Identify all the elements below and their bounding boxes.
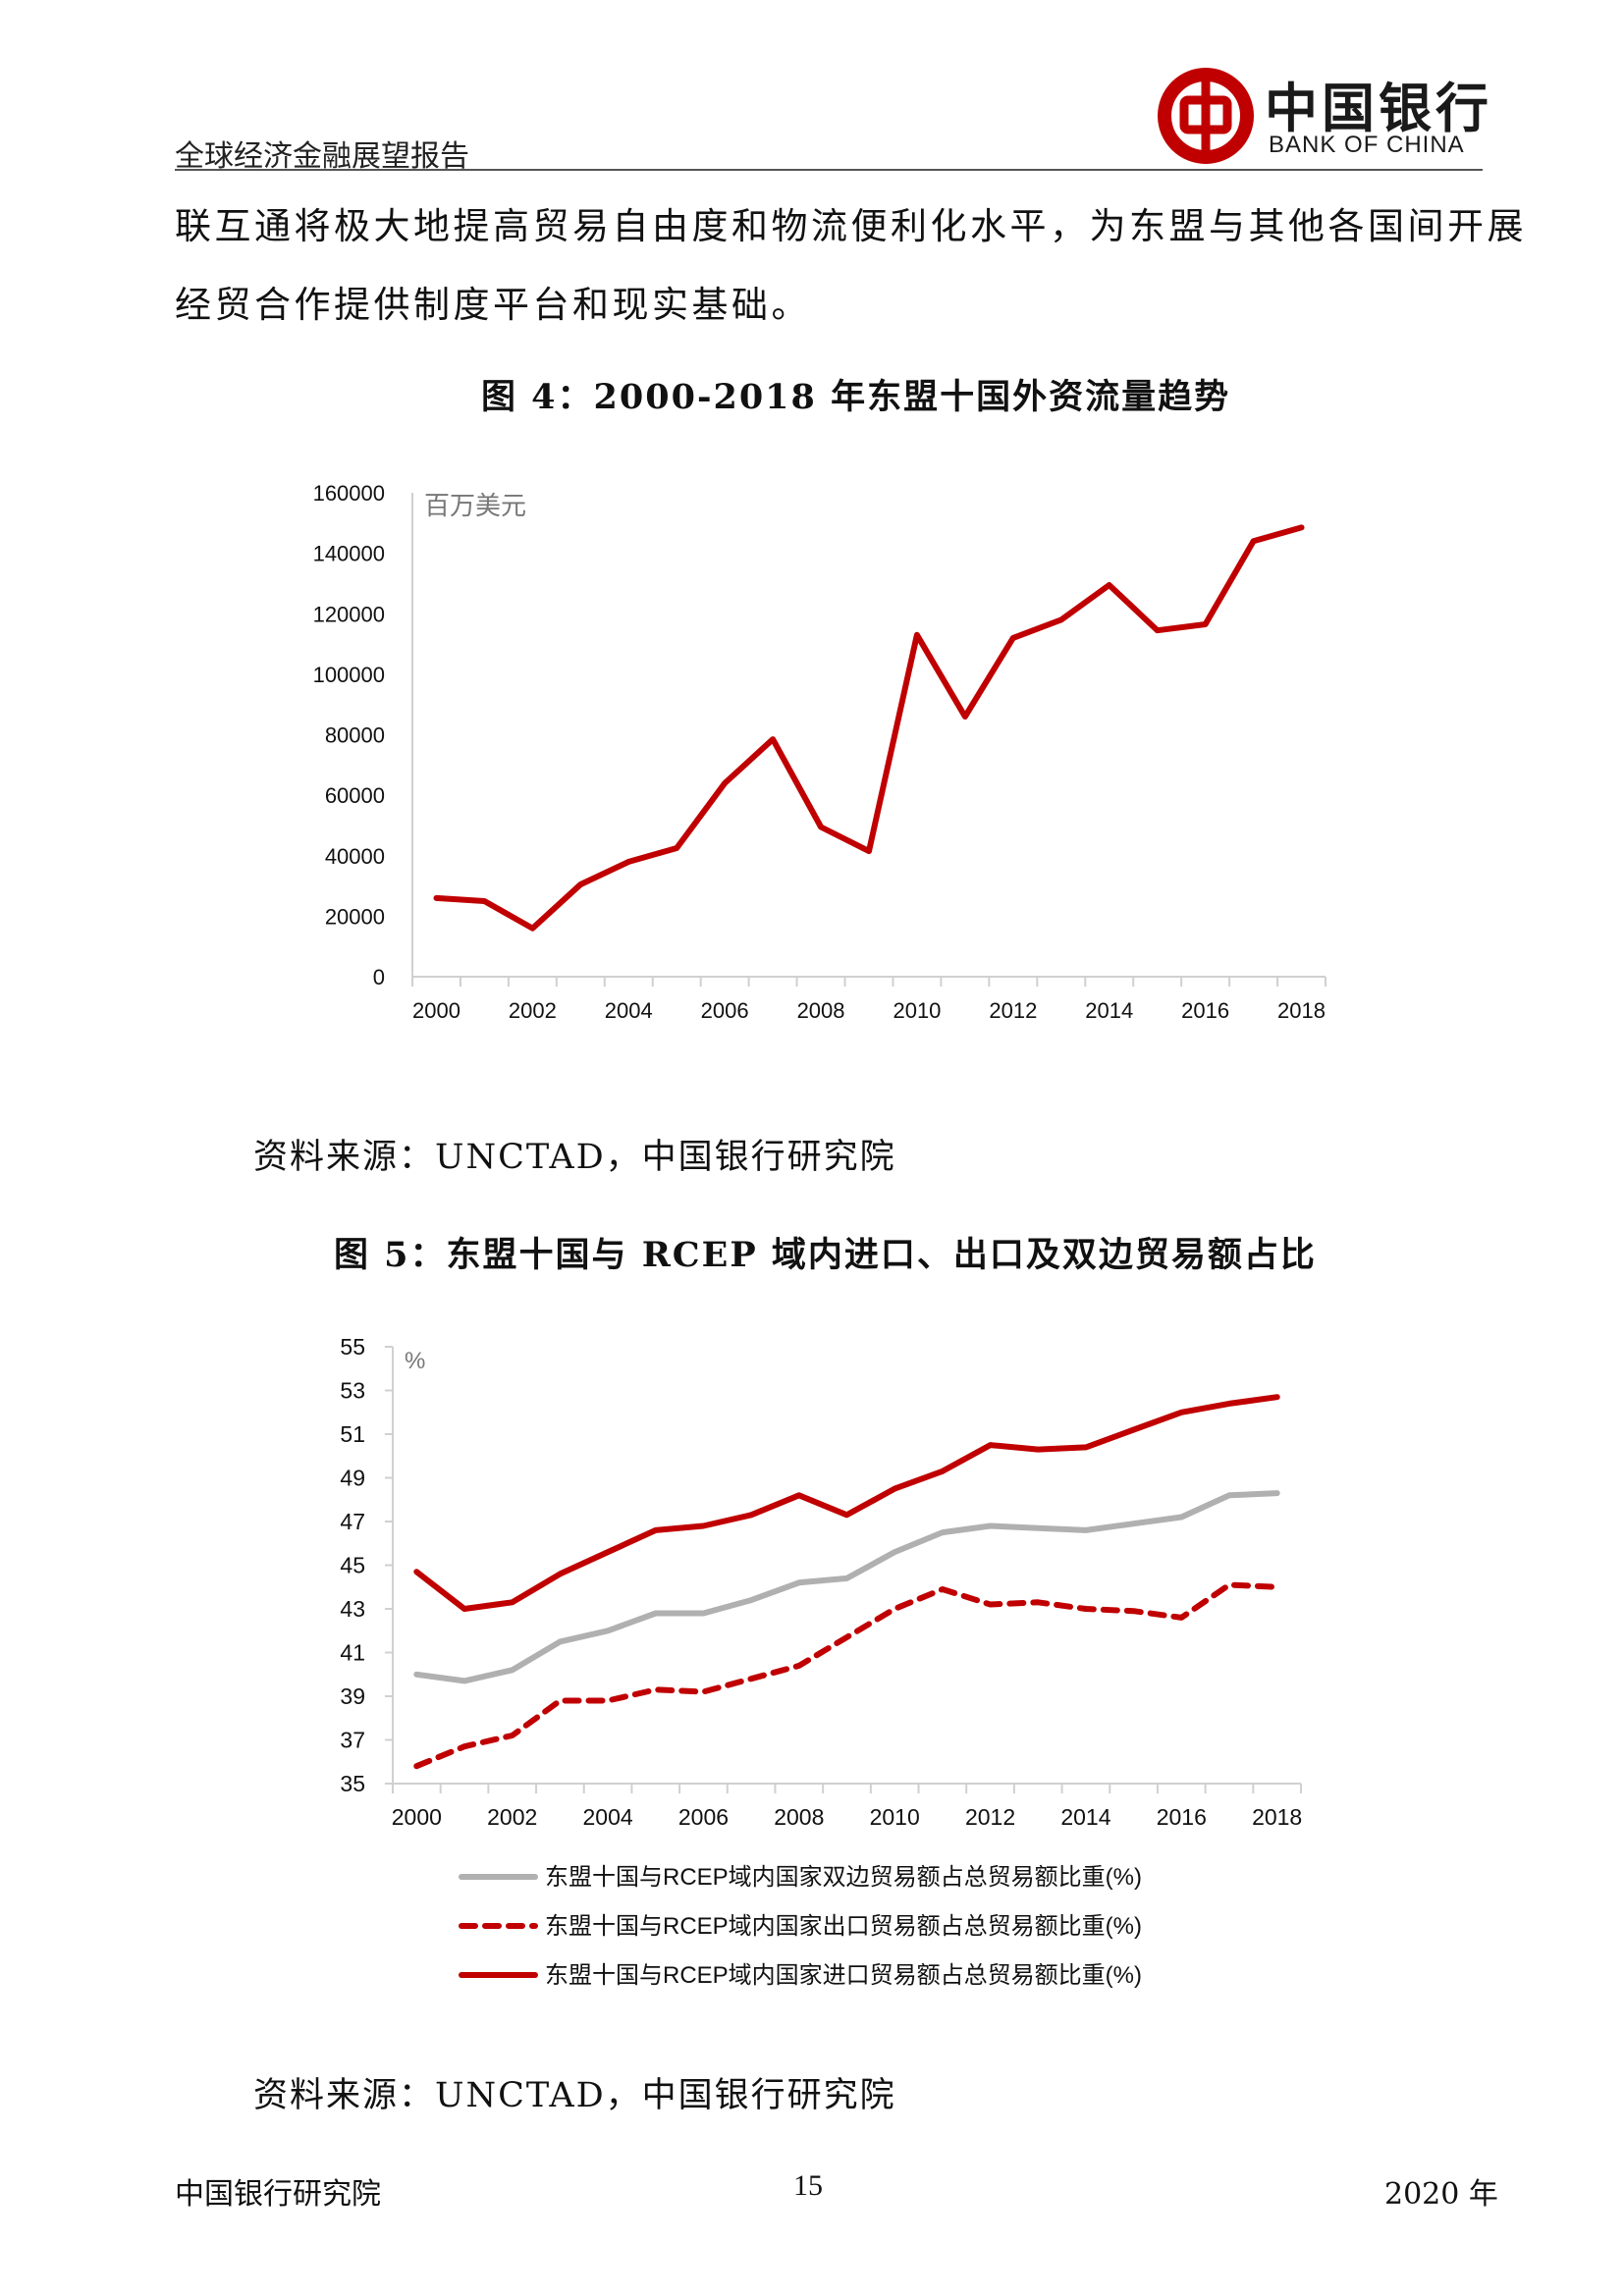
report-title: 全球经济金融展望报告	[175, 139, 469, 174]
x-tick-label: 2002	[509, 998, 557, 1023]
x-tick-label: 2006	[701, 998, 749, 1023]
x-tick-label: 2004	[605, 998, 653, 1023]
x-tick-label: 2002	[487, 1804, 537, 1830]
unit-label: 百万美元	[424, 491, 526, 520]
x-tick-label: 2010	[893, 998, 941, 1023]
y-tick-label: 100000	[313, 663, 385, 687]
series-line-2	[413, 1581, 1280, 1770]
page-number: 15	[793, 2169, 823, 2202]
x-tick-label: 2000	[392, 1804, 442, 1830]
logo-text-en: BANK OF CHINA	[1269, 132, 1465, 158]
x-tick-label: 2018	[1277, 998, 1326, 1023]
x-tick-label: 2008	[797, 998, 845, 1023]
y-tick-label: 0	[373, 965, 385, 989]
y-tick-label: 55	[340, 1334, 365, 1360]
legend-label-1: 东盟十国与RCEP域内国家双边贸易额占总贸易额比重(%)	[545, 1864, 1142, 1891]
x-tick-label: 2014	[1060, 1804, 1110, 1830]
legend-label-3: 东盟十国与RCEP域内国家进口贸易额占总贸易额比重(%)	[545, 1962, 1142, 1989]
y-tick-label: 41	[340, 1640, 365, 1666]
x-tick-label: 2012	[965, 1804, 1015, 1830]
y-tick-label: 53	[340, 1378, 365, 1404]
y-tick-label: 45	[340, 1553, 365, 1578]
logo-text-cn: 中国银行	[1265, 77, 1492, 139]
y-tick-label: 39	[340, 1683, 365, 1709]
y-tick-label: 51	[340, 1421, 365, 1447]
x-tick-label: 2010	[870, 1804, 920, 1830]
x-tick-label: 2016	[1157, 1804, 1207, 1830]
footer-org: 中国银行研究院	[175, 2177, 381, 2212]
figure-4-source: 资料来源：UNCTAD，中国银行研究院	[253, 1138, 896, 1177]
y-tick-label: 20000	[325, 904, 385, 929]
y-tick-label: 60000	[325, 783, 385, 808]
x-tick-label: 2014	[1085, 998, 1133, 1023]
y-tick-label: 47	[340, 1509, 365, 1534]
x-tick-label: 2006	[678, 1804, 729, 1830]
figure-4-chart: 0 20000 40000 60000 80000 100000 120000 140000 1…	[313, 481, 1326, 1023]
figure-5-title: 图 5：东盟十国与 RCEP 域内进口、出口及双边贸易额占比	[334, 1235, 1317, 1275]
series-line-1	[433, 524, 1305, 932]
legend-label-2: 东盟十国与RCEP域内国家出口贸易额占总贸易额比重(%)	[545, 1913, 1142, 1940]
x-tick-label: 2012	[989, 998, 1037, 1023]
figure-4-title: 图 4：2000-2018 年东盟十国外资流量趋势	[481, 377, 1231, 417]
footer-year: 2020 年	[1384, 2177, 1498, 2212]
y-tick-label: 35	[340, 1771, 365, 1796]
x-tick-label: 2018	[1252, 1804, 1302, 1830]
figure-5-chart: 35 37 39 41 43 45 47 49 51 53 55 2000 2002 2004 2006 20…	[340, 1334, 1302, 1989]
bank-logo-icon	[1158, 68, 1254, 164]
y-tick-label: 80000	[325, 723, 385, 748]
x-tick-label: 2008	[774, 1804, 824, 1830]
y-tick-label: 140000	[313, 542, 385, 566]
series-line-1	[413, 1490, 1280, 1684]
y-tick-label: 120000	[313, 602, 385, 626]
y-tick-label: 40000	[325, 844, 385, 869]
paragraph-line-2: 经贸合作提供制度平台和现实基础。	[175, 284, 811, 326]
x-tick-label: 2000	[412, 998, 460, 1023]
y-tick-label: 37	[340, 1728, 365, 1753]
y-tick-label: 43	[340, 1596, 365, 1622]
figure-5-source: 资料来源：UNCTAD，中国银行研究院	[253, 2076, 896, 2115]
x-tick-label: 2016	[1181, 998, 1229, 1023]
bank-of-china-logo	[1157, 67, 1487, 165]
header-divider	[175, 169, 1483, 171]
y-tick-label: 49	[340, 1466, 365, 1491]
unit-label: %	[405, 1348, 425, 1374]
x-tick-label: 2004	[582, 1804, 632, 1830]
y-tick-label: 160000	[313, 481, 385, 506]
paragraph-line-1: 联互通将极大地提高贸易自由度和物流便利化水平，为东盟与其他各国间开展	[175, 205, 1527, 247]
